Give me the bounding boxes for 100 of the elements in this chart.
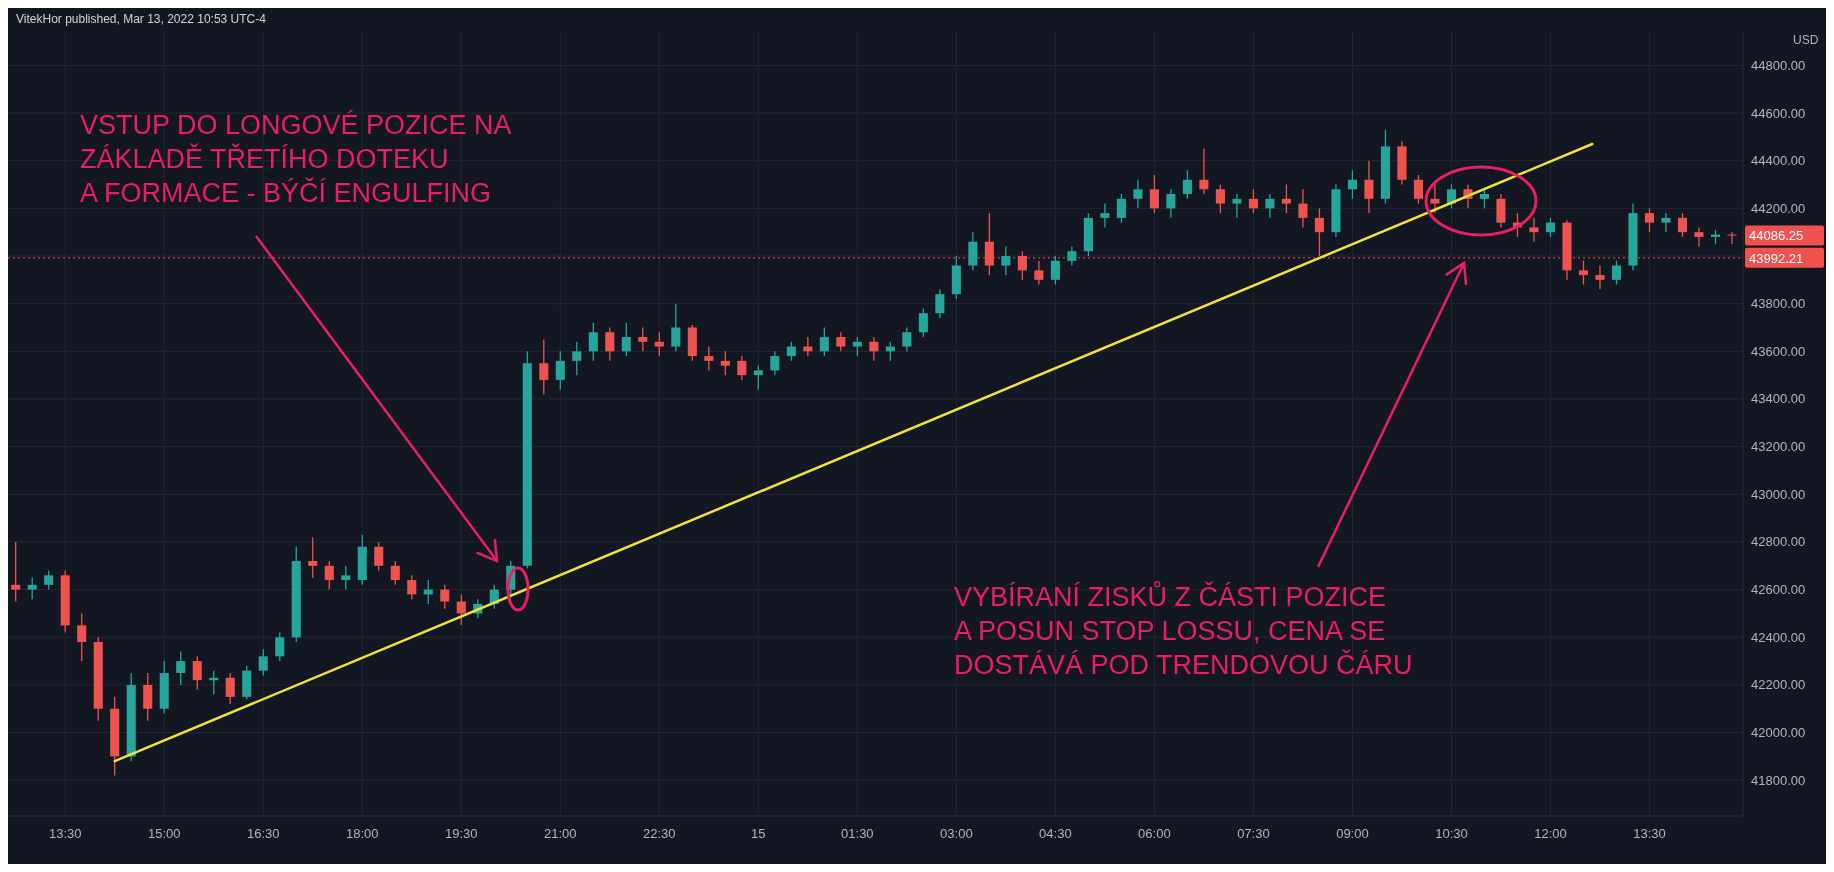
- candlestick: [654, 331, 664, 357]
- candlestick: [935, 288, 945, 319]
- candlestick: [1545, 217, 1556, 238]
- candlestick: [1611, 260, 1622, 286]
- candlestick: [1281, 183, 1291, 214]
- candlestick: [918, 307, 928, 338]
- candlestick: [1067, 245, 1077, 267]
- candlestick: [1727, 231, 1737, 245]
- candlestick: [192, 655, 202, 691]
- x-tick-label: 12:00: [1534, 826, 1567, 841]
- candlestick: [539, 338, 549, 395]
- candlestick: [1677, 212, 1688, 238]
- candlestick: [258, 648, 268, 677]
- candlestick: [1364, 160, 1374, 214]
- y-tick-label: 43600.00: [1751, 343, 1806, 359]
- y-tick-label: 42000.00: [1751, 725, 1806, 741]
- ref-line-label: 43992.21: [1749, 250, 1804, 266]
- candlestick: [1314, 207, 1324, 257]
- text: 44086.25: [1749, 228, 1804, 244]
- x-tick-label: 22:30: [643, 826, 676, 841]
- candlestick: [1149, 174, 1159, 214]
- candlestick: [621, 322, 631, 357]
- candlestick: [1578, 260, 1589, 286]
- y-tick-label: 42400.00: [1751, 629, 1806, 645]
- candlestick: [1595, 264, 1605, 291]
- candlestick: [1182, 169, 1192, 200]
- y-tick-label: 42800.00: [1751, 534, 1806, 550]
- candlestick: [1232, 193, 1242, 219]
- candlestick: [572, 341, 582, 376]
- candlestick: [44, 569, 54, 591]
- candlestick: [1496, 193, 1506, 229]
- candlestick: [737, 355, 747, 381]
- x-tick-label: 21:00: [544, 826, 577, 841]
- candlestick: [225, 672, 235, 705]
- candlestick: [605, 326, 615, 362]
- candlestick: [324, 560, 334, 591]
- x-tick-label: 18:00: [345, 826, 379, 841]
- candlestick: [1298, 188, 1308, 229]
- candlestick: [671, 303, 681, 352]
- candlestick: [1479, 188, 1489, 209]
- candlestick: [11, 541, 21, 603]
- x-tick-label: 19:30: [445, 826, 478, 841]
- candlestick: [1248, 188, 1258, 214]
- text: VitekHor published, Mar 13, 2022 10:53 UTC-4: [16, 12, 267, 26]
- candlestick: [1050, 255, 1060, 286]
- candlestick: [1001, 245, 1011, 276]
- candlestick: [1661, 212, 1671, 233]
- y-tick-label: 43400.00: [1751, 391, 1806, 407]
- x-tick-label: 10:30: [1435, 826, 1468, 841]
- candlestick: [588, 322, 598, 362]
- annotation: VSTUP DO LONGOVÉ POZICE NA ZÁKLADĚ TŘETÍHO DOTEKU A FORMACE - BÝČÍ ENGULFING: [80, 110, 512, 208]
- candlestick: [786, 341, 796, 362]
- y-tick-label: 42600.00: [1751, 582, 1806, 598]
- y-tick-label: 41800.00: [1751, 772, 1806, 788]
- candlestick: [1430, 183, 1440, 214]
- x-tick-label: 01:30: [841, 826, 874, 841]
- candlestick: [456, 593, 466, 627]
- candlestick: [555, 350, 565, 391]
- candlestick: [819, 326, 829, 357]
- candlestick: [143, 672, 153, 722]
- candlestick: [27, 577, 37, 600]
- y-tick-label: 43800.00: [1751, 296, 1806, 312]
- y-tick-label: 42200.00: [1751, 677, 1806, 693]
- y-tick-label: 44400.00: [1751, 153, 1806, 169]
- x-tick-label: 07:30: [1237, 826, 1270, 841]
- x-tick-label: 15: [751, 826, 766, 841]
- y-tick-label: 44800.00: [1751, 57, 1806, 73]
- candlestick: [440, 584, 450, 610]
- candlestick: [770, 350, 780, 376]
- candlestick: [1694, 226, 1704, 248]
- candlestick: [176, 650, 186, 686]
- candlestick: [1133, 179, 1143, 209]
- candlestick: [1116, 193, 1126, 224]
- y-tick-label: 43200.00: [1751, 439, 1806, 455]
- candlestick: [1265, 193, 1275, 219]
- candlestick: [852, 336, 862, 357]
- y-tick-label: 43000.00: [1751, 486, 1806, 502]
- candlestick: [704, 345, 714, 372]
- candlestick: [275, 631, 285, 662]
- y-axis-title: USD: [1793, 33, 1819, 47]
- candlestick: [308, 536, 318, 579]
- candlestick: [1413, 174, 1423, 205]
- y-tick-label: 44600.00: [1751, 105, 1806, 121]
- candlestick: [869, 336, 879, 362]
- x-tick-label: 09:00: [1336, 826, 1369, 841]
- x-tick-label: 13:30: [48, 826, 82, 841]
- candlestick: [753, 364, 763, 391]
- candlestick: [1100, 202, 1110, 229]
- candlestick: [720, 350, 730, 376]
- candlestick: [1347, 169, 1357, 200]
- candlestick: [374, 541, 384, 572]
- x-tick-label: 13:30: [1633, 826, 1666, 841]
- candlestick: [341, 565, 351, 591]
- candlestick: [1215, 183, 1225, 214]
- candlestick: [1644, 207, 1655, 233]
- x-tick-label: 16:30: [246, 826, 280, 841]
- candlestick: [968, 231, 978, 271]
- x-tick-label: 04:30: [1039, 826, 1072, 841]
- candlestick: [407, 574, 417, 600]
- x-tick-label: 06:00: [1138, 826, 1171, 841]
